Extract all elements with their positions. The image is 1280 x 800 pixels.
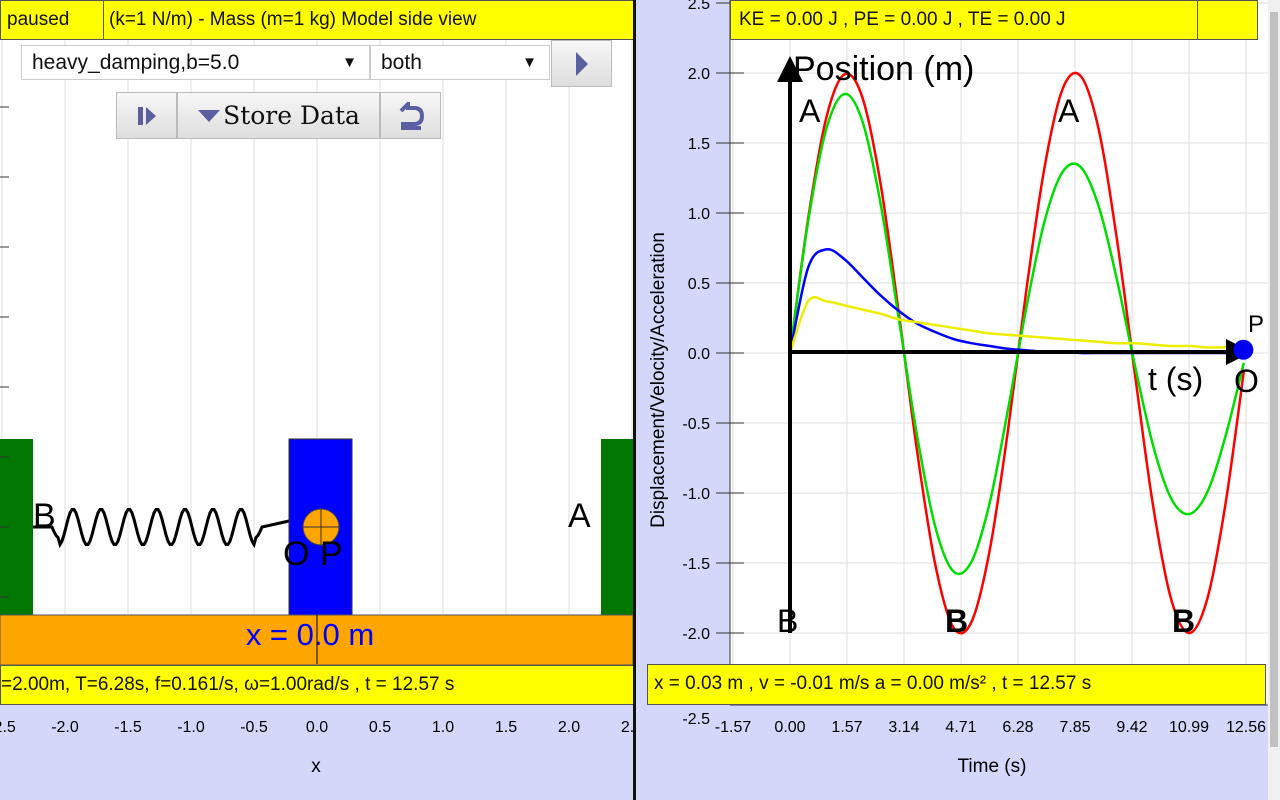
play-button[interactable]: [551, 40, 612, 87]
x-tick-label: 6.28: [1002, 719, 1033, 736]
label-p: P: [1248, 311, 1264, 338]
title-bar: (k=1 N/m) - Mass (m=1 kg) Model side vie…: [103, 0, 634, 40]
status-text: paused: [7, 9, 70, 30]
readout-bar: x = 0.03 m , v = -0.01 m/s a = 0.00 m/s²…: [647, 664, 1266, 705]
x-tick-label: -1.57: [715, 719, 752, 736]
position-annotation: Position (m): [793, 50, 974, 88]
step-icon: [137, 106, 156, 125]
x-tick-label: 1.0: [432, 719, 454, 736]
left-panel: B A O P x = 0.0 m -2.5 -2.0 -1.5 -1.0 -0.5 0.…: [0, 0, 634, 800]
right-panel: -1.57 0.00 1.57 3.14 4.71 6.28 7.85 9.42 10.99 12…: [636, 0, 1280, 800]
vertical-scrollbar[interactable]: [1268, 0, 1280, 800]
right-wall: [601, 439, 633, 615]
x-tick-label: 4.71: [945, 719, 976, 736]
label-a: A: [568, 497, 591, 535]
x-tick-label: -1.0: [177, 719, 205, 736]
x-tick-label: -2.5: [0, 719, 16, 736]
damping-select-value: heavy_damping,b=5.0: [32, 51, 240, 74]
spring: [33, 508, 290, 549]
trough-label-b: B: [1172, 603, 1195, 639]
y-tick-label: 0.5: [688, 276, 710, 293]
label-b: B: [33, 497, 56, 535]
label-o: O: [283, 535, 309, 573]
energy-bar-divider: [1197, 0, 1198, 40]
x-tick-label: 2.0: [558, 719, 580, 736]
x-tick-label: 0.5: [369, 719, 391, 736]
scrollbar-thumb[interactable]: [1270, 12, 1278, 747]
dropdown-arrow-icon: ▼: [522, 54, 537, 71]
x-tick-label: -1.5: [114, 719, 142, 736]
label-o: O: [1234, 363, 1259, 399]
series-line-3: [788, 295, 1244, 354]
energy-bar: KE = 0.00 J , PE = 0.00 J , TE = 0.00 J: [730, 0, 1258, 40]
x-tick-label: 12.56: [1226, 719, 1266, 736]
peak-label-a: A: [1058, 93, 1080, 129]
peak-label-a: A: [799, 93, 821, 129]
time-annotation: t (s): [1148, 361, 1203, 397]
y-tick-label: 2.0: [688, 66, 710, 83]
mode-select-value: both: [381, 51, 422, 74]
position-readout: x = 0.0 m: [246, 617, 374, 652]
y-tick-label: 0.0: [688, 346, 710, 363]
play-icon: [575, 51, 588, 76]
series-line-1: [788, 92, 1246, 576]
y-tick-label: 1.5: [688, 136, 710, 153]
y-tick-label: -2.5: [682, 711, 710, 728]
undo-icon: [399, 101, 424, 130]
trough-label-b: B: [777, 603, 798, 639]
label-p: P: [320, 535, 343, 573]
damping-select[interactable]: heavy_damping,b=5.0 ▼: [21, 45, 370, 80]
left-x-axis-label: x: [311, 756, 321, 777]
x-tick-label: 0.0: [306, 719, 328, 736]
y-tick-label: -1.5: [682, 556, 710, 573]
time-graph: -1.57 0.00 1.57 3.14 4.71 6.28 7.85 9.42 10.99 12…: [648, 0, 1268, 777]
x-tick-label: 3.14: [888, 719, 919, 736]
step-button[interactable]: [116, 92, 177, 139]
graph-series: [788, 71, 1246, 635]
y-tick-label: -2.0: [682, 626, 710, 643]
dropdown-arrow-icon: ▼: [342, 54, 357, 71]
current-point-marker[interactable]: [1233, 339, 1254, 360]
energy-readout: KE = 0.00 J , PE = 0.00 J , TE = 0.00 J: [739, 9, 1066, 30]
store-data-button[interactable]: Store Data: [177, 92, 380, 139]
x-tick-label: -2.0: [51, 719, 79, 736]
x-axis-label: Time (s): [958, 756, 1027, 777]
status-bar: paused: [0, 0, 104, 40]
y-tick-label: 2.5: [688, 0, 710, 13]
model-title: (k=1 N/m) - Mass (m=1 kg) Model side vie…: [109, 9, 477, 30]
x-tick-label: -0.5: [240, 719, 268, 736]
x-tick-label: 10.99: [1169, 719, 1209, 736]
x-tick-label: 1.5: [495, 719, 517, 736]
x-tick-label: 1.57: [831, 719, 862, 736]
x-tick-label: 2.5: [621, 719, 634, 736]
y-tick-label: 1.0: [688, 206, 710, 223]
trough-label-b: B: [945, 603, 968, 639]
graph-ticks: -1.57 0.00 1.57 3.14 4.71 6.28 7.85 9.42 10.99 12…: [682, 0, 1268, 736]
mode-select[interactable]: both ▼: [370, 45, 550, 80]
x-tick-label: 0.00: [774, 719, 805, 736]
y-tick-label: -1.0: [682, 486, 710, 503]
info-bar: =2.00m, T=6.28s, f=0.161/s, ω=1.00rad/s …: [0, 665, 634, 705]
x-tick-label: 7.85: [1059, 719, 1090, 736]
x-tick-label: 9.42: [1116, 719, 1147, 736]
y-axis-arrowhead-icon: [777, 56, 803, 82]
motion-readout: x = 0.03 m , v = -0.01 m/s a = 0.00 m/s²…: [654, 673, 1092, 694]
y-tick-label: -0.5: [682, 416, 710, 433]
store-data-label: Store Data: [223, 101, 360, 130]
reset-button[interactable]: [380, 92, 441, 139]
panel-divider: [633, 0, 636, 800]
y-axis-label: Displacement/Velocity/Acceleration: [648, 232, 669, 528]
oscillation-info: =2.00m, T=6.28s, f=0.161/s, ω=1.00rad/s …: [1, 674, 455, 695]
triangle-down-icon: [198, 109, 221, 122]
